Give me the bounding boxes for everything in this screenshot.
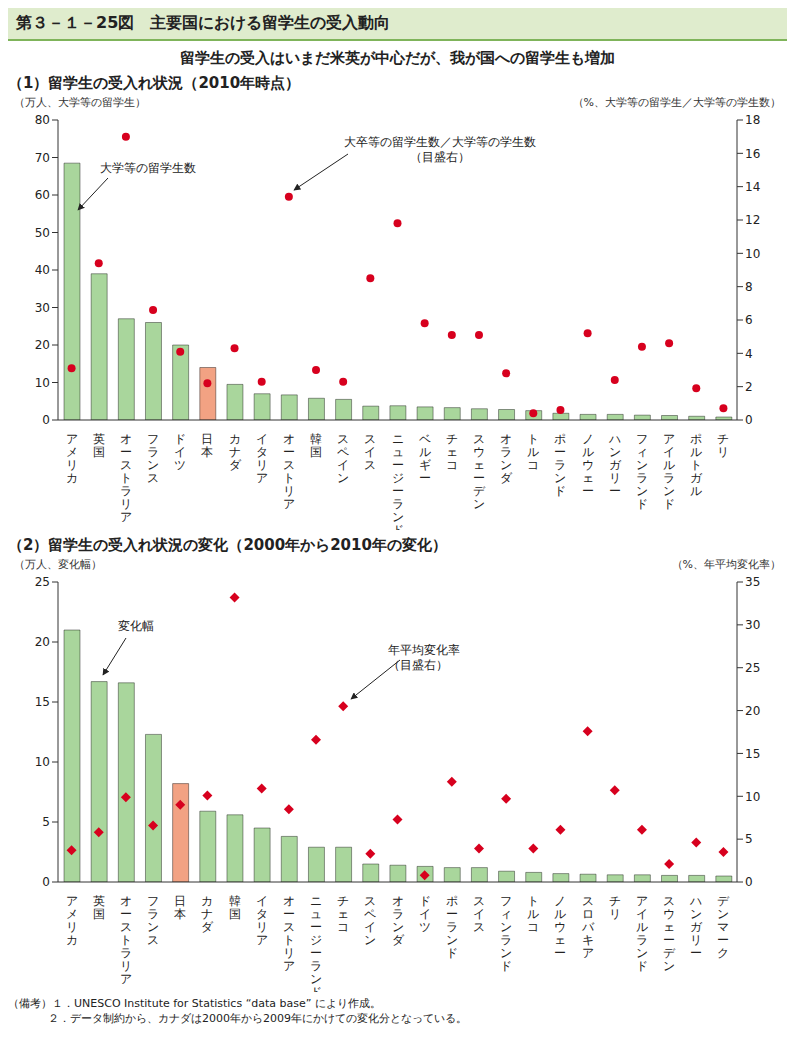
html-text:留学生の受入はいまだ米英が中心だが、我が国への留学生も増加: 留学生の受入はいまだ米英が中心だが、我が国への留学生も増加 bbox=[180, 49, 615, 67]
svg-text:ポルトガル: ポルトガル bbox=[690, 432, 703, 498]
svg-text:80: 80 bbox=[35, 113, 50, 127]
svg-text:韓国: 韓国 bbox=[229, 894, 241, 921]
html-text:第３－１－25図 主要国における留学生の受入動向: 第３－１－25図 主要国における留学生の受入動向 bbox=[16, 13, 391, 32]
svg-text:オランダ: オランダ bbox=[500, 432, 513, 485]
svg-text:ベルギー: ベルギー bbox=[419, 432, 431, 485]
svg-text:5: 5 bbox=[42, 815, 50, 829]
svg-text:20: 20 bbox=[745, 704, 760, 718]
svg-text:英国: 英国 bbox=[93, 432, 105, 459]
svg-text:スウェーデン: スウェーデン bbox=[663, 894, 676, 973]
svg-text:12: 12 bbox=[745, 213, 760, 227]
svg-text:オランダ: オランダ bbox=[392, 894, 405, 947]
html-text:（%、年平均変化率）: （%、年平均変化率） bbox=[671, 558, 781, 571]
svg-text:5: 5 bbox=[745, 832, 753, 846]
svg-text:30: 30 bbox=[745, 618, 760, 632]
svg-text:年平均変化率（目盛右）: 年平均変化率（目盛右） bbox=[388, 643, 460, 672]
svg-text:チリ: チリ bbox=[717, 432, 729, 459]
svg-text:10: 10 bbox=[745, 790, 760, 804]
svg-text:10: 10 bbox=[35, 376, 50, 390]
svg-text:ポーランド: ポーランド bbox=[554, 432, 566, 498]
svg-text:8: 8 bbox=[745, 280, 753, 294]
svg-text:大卒等の留学生数／大学等の学生数（目盛右）: 大卒等の留学生数／大学等の学生数（目盛右） bbox=[344, 135, 536, 164]
svg-text:スロバキア: スロバキア bbox=[581, 894, 595, 960]
svg-text:韓国: 韓国 bbox=[310, 432, 322, 459]
svg-text:ノルウェー: ノルウェー bbox=[582, 432, 594, 498]
svg-text:15: 15 bbox=[745, 747, 760, 761]
svg-text:スウェーデン: スウェーデン bbox=[473, 432, 486, 511]
svg-text:トルコ: トルコ bbox=[527, 894, 539, 934]
svg-text:オーストラリア: オーストラリア bbox=[120, 432, 132, 524]
svg-text:ニュージーランド: ニュージーランド bbox=[310, 894, 322, 992]
svg-text:30: 30 bbox=[35, 301, 50, 315]
svg-text:フィンランド: フィンランド bbox=[500, 894, 512, 973]
svg-text:ポーランド: ポーランド bbox=[446, 894, 458, 960]
svg-text:イタリア: イタリア bbox=[256, 894, 268, 947]
svg-text:4: 4 bbox=[745, 347, 753, 361]
svg-text:25: 25 bbox=[745, 661, 760, 675]
svg-text:チェコ: チェコ bbox=[446, 432, 458, 472]
svg-text:6: 6 bbox=[745, 313, 753, 327]
svg-text:70: 70 bbox=[35, 151, 50, 165]
svg-text:ドイツ: ドイツ bbox=[419, 894, 431, 934]
html-text:（1）留学生の受入れ状況（2010年時点）: （1）留学生の受入れ状況（2010年時点） bbox=[8, 74, 301, 92]
svg-text:チリ: チリ bbox=[609, 894, 621, 921]
svg-text:アイルランド: アイルランド bbox=[636, 894, 648, 973]
svg-text:0: 0 bbox=[42, 875, 50, 889]
svg-text:0: 0 bbox=[745, 875, 753, 889]
svg-text:20: 20 bbox=[35, 635, 50, 649]
svg-text:フランス: フランス bbox=[147, 432, 159, 485]
svg-text:カナダ: カナダ bbox=[201, 894, 214, 934]
svg-text:60: 60 bbox=[35, 188, 50, 202]
html-text:（万人、変化幅）: （万人、変化幅） bbox=[14, 558, 102, 571]
svg-text:アメリカ: アメリカ bbox=[66, 432, 78, 485]
svg-text:スイス: スイス bbox=[473, 894, 485, 934]
svg-text:英国: 英国 bbox=[93, 894, 105, 921]
svg-text:15: 15 bbox=[35, 695, 50, 709]
html-text:（2）留学生の受入れ状況の変化（2000年から2010年の変: （2）留学生の受入れ状況の変化（2000年から2010年の変化） bbox=[8, 536, 447, 554]
svg-text:0: 0 bbox=[42, 413, 50, 427]
svg-text:チェコ: チェコ bbox=[337, 894, 349, 934]
svg-text:デンマーク: デンマーク bbox=[717, 894, 730, 960]
svg-text:0: 0 bbox=[745, 413, 753, 427]
svg-text:イタリア: イタリア bbox=[256, 432, 268, 485]
svg-text:16: 16 bbox=[745, 147, 760, 161]
svg-text:10: 10 bbox=[35, 755, 50, 769]
svg-text:日本: 日本 bbox=[201, 432, 213, 459]
svg-text:40: 40 bbox=[35, 263, 50, 277]
svg-text:カナダ: カナダ bbox=[229, 432, 242, 472]
svg-text:アメリカ: アメリカ bbox=[66, 894, 78, 947]
svg-text:20: 20 bbox=[35, 338, 50, 352]
svg-text:オーストリア: オーストリア bbox=[283, 432, 295, 511]
svg-text:大学等の留学生数: 大学等の留学生数 bbox=[100, 161, 196, 175]
svg-text:トルコ: トルコ bbox=[527, 432, 539, 472]
svg-text:変化幅: 変化幅 bbox=[118, 619, 154, 633]
svg-text:スペイン: スペイン bbox=[337, 432, 349, 485]
svg-text:フランス: フランス bbox=[147, 894, 159, 947]
svg-text:ドイツ: ドイツ bbox=[174, 432, 186, 472]
svg-text:オーストリア: オーストリア bbox=[283, 894, 295, 973]
svg-text:スペイン: スペイン bbox=[364, 894, 376, 947]
svg-text:ハンガリー: ハンガリー bbox=[689, 894, 703, 960]
svg-text:アイルランド: アイルランド bbox=[663, 432, 675, 511]
svg-text:25: 25 bbox=[35, 575, 50, 589]
svg-text:14: 14 bbox=[745, 180, 760, 194]
svg-text:ハンガリー: ハンガリー bbox=[608, 432, 622, 498]
html-text:（%、大学等の留学生／大学等の学生数）: （%、大学等の留学生／大学等の学生数） bbox=[572, 96, 781, 109]
svg-text:オーストラリア: オーストラリア bbox=[120, 894, 132, 986]
svg-text:18: 18 bbox=[745, 113, 760, 127]
svg-text:10: 10 bbox=[745, 247, 760, 261]
svg-text:スイス: スイス bbox=[364, 432, 376, 472]
svg-text:ノルウェー: ノルウェー bbox=[554, 894, 566, 960]
svg-text:フィンランド: フィンランド bbox=[636, 432, 648, 511]
svg-text:35: 35 bbox=[745, 575, 760, 589]
html-text:２．データ制約から、カナダは2000年から2009年にかけて: ２．データ制約から、カナダは2000年から2009年にかけての変化分となっている… bbox=[48, 1012, 467, 1025]
svg-text:50: 50 bbox=[35, 226, 50, 240]
svg-text:2: 2 bbox=[745, 380, 753, 394]
html-text:（万人、大学等の留学生）: （万人、大学等の留学生） bbox=[14, 96, 146, 109]
svg-text:日本: 日本 bbox=[174, 894, 186, 921]
html-text:（備考）１．UNESCO Institute for Sta: （備考）１．UNESCO Institute for Statistics “d… bbox=[8, 997, 381, 1010]
svg-text:ニュージーランド: ニュージーランド bbox=[392, 432, 404, 530]
